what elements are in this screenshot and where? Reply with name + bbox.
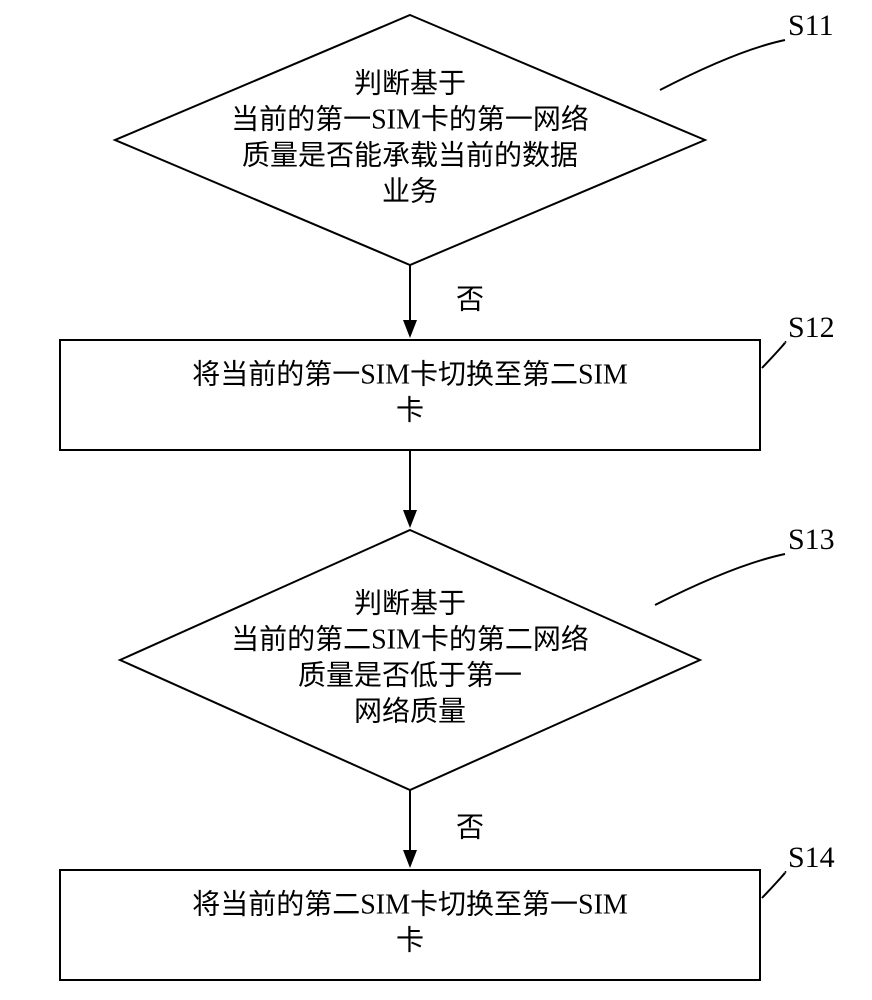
step-label-s14: S14	[788, 841, 835, 874]
d1-line-0: 判断基于	[354, 67, 466, 99]
d2-line-1: 当前的第二SIM卡的第二网络	[231, 623, 589, 655]
edge-arrowhead	[403, 850, 417, 868]
step-label-s12: S12	[788, 311, 835, 344]
edge-arrowhead	[403, 320, 417, 338]
leader-line	[762, 872, 785, 898]
step-label-s11: S11	[788, 9, 834, 42]
flowchart-canvas: 判断基于当前的第一SIM卡的第一网络质量是否能承载当前的数据业务将当前的第一SI…	[0, 0, 872, 1000]
step-label-s13: S13	[788, 523, 835, 556]
edge-label: 否	[456, 284, 484, 315]
edge-label: 否	[456, 812, 484, 843]
r2-line-1: 卡	[396, 924, 424, 956]
r2-line-0: 将当前的第二SIM卡切换至第一SIM	[192, 888, 628, 920]
edge-arrowhead	[403, 510, 417, 528]
d1-line-3: 业务	[382, 175, 438, 207]
d2-line-3: 网络质量	[354, 695, 466, 727]
d1-line-1: 当前的第一SIM卡的第一网络	[231, 103, 589, 135]
d1-line-2: 质量是否能承载当前的数据	[242, 139, 578, 171]
d2-line-0: 判断基于	[354, 587, 466, 619]
d2-line-2: 质量是否低于第一	[298, 659, 522, 691]
r1-line-0: 将当前的第一SIM卡切换至第二SIM	[192, 358, 628, 390]
leader-line	[655, 554, 785, 605]
r1-line-1: 卡	[396, 394, 424, 426]
leader-line	[762, 342, 785, 368]
leader-line	[660, 40, 785, 90]
